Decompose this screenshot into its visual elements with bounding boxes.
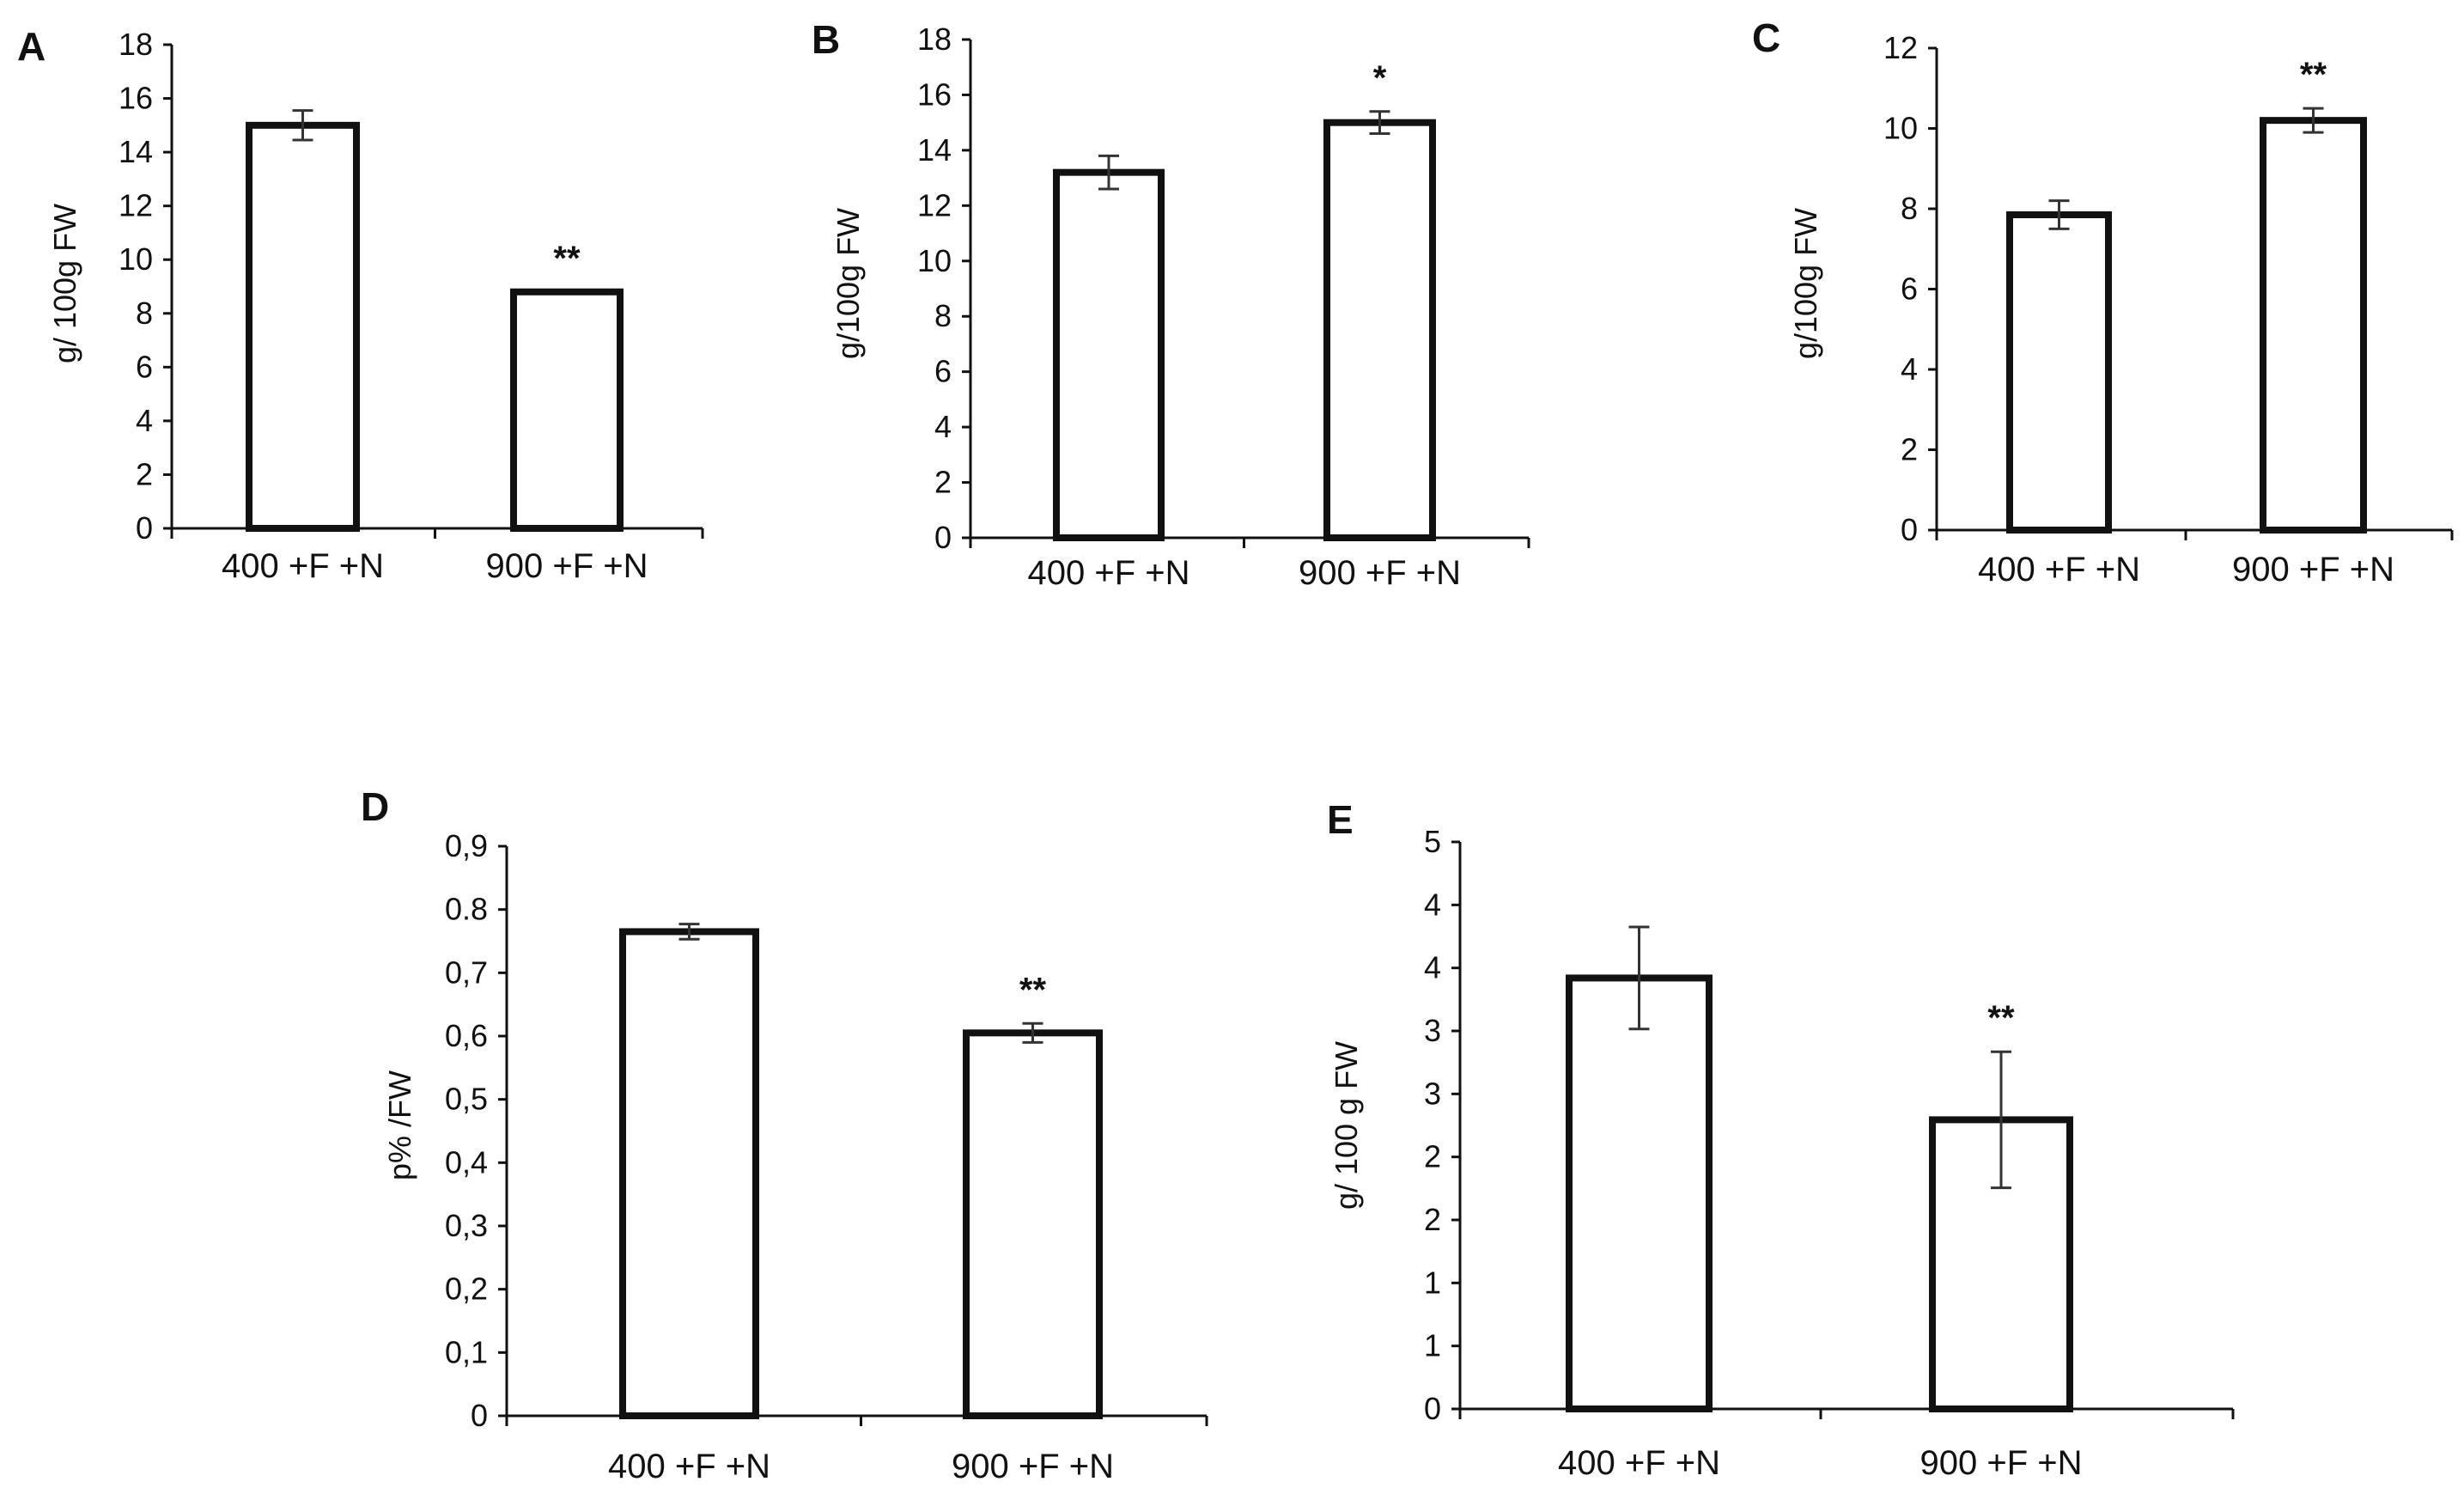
y-tick-label-a: 2 [136,456,153,491]
y-tick-label-e: 4 [1424,887,1441,922]
y-axis-label-e: g/ 100 g FW [1329,1041,1364,1210]
y-tick-label-e: 0 [1424,1391,1441,1426]
y-tick-label-d: 0,2 [445,1271,488,1307]
y-tick-label-a: 14 [119,134,153,169]
category-label-d-1: 400 +F +N [608,1448,770,1485]
y-tick-label-b: 0 [934,520,952,555]
y-axis-label-b: g/100g FW [830,208,866,359]
panel-label-a: A [17,24,46,69]
y-tick-label-d: 0,9 [445,828,488,863]
y-tick-label-c: 2 [1901,432,1918,467]
category-label-c-1: 400 +F +N [1978,551,2140,588]
y-tick-label-d: 0 [471,1398,488,1433]
y-tick-label-d: 0.8 [445,892,488,927]
y-tick-label-b: 6 [934,354,952,389]
y-tick-label-c: 8 [1901,191,1918,226]
bar-e-2 [1929,1116,2073,1413]
y-tick-label-a: 0 [136,510,153,546]
significance-e-2: ** [1987,999,2015,1037]
significance-c-2: ** [2300,56,2327,94]
significance-a-2: ** [553,240,581,277]
y-tick-label-c: 4 [1901,351,1918,387]
y-tick-label-d: 0,4 [445,1144,488,1180]
y-tick-label-d: 0,5 [445,1082,488,1117]
y-tick-label-e: 1 [1424,1328,1441,1363]
y-tick-label-b: 4 [934,409,952,444]
y-tick-label-b: 12 [917,187,952,223]
category-label-c-2: 900 +F +N [2232,551,2394,588]
y-axis-label-c: g/100g FW [1788,208,1823,359]
y-tick-label-b: 10 [917,243,952,278]
y-tick-label-c: 0 [1901,512,1918,547]
bar-e-1 [1566,974,1713,1413]
category-label-b-2: 900 +F +N [1299,554,1461,592]
category-label-e-2: 900 +F +N [1919,1444,2082,1482]
y-tick-label-b: 18 [917,21,952,57]
panel-label-c: C [1752,15,1780,60]
category-label-d-2: 900 +F +N [952,1448,1114,1485]
y-tick-label-b: 8 [934,298,952,333]
y-tick-label-d: 0,1 [445,1334,488,1369]
y-tick-label-e: 3 [1424,1013,1441,1048]
significance-d-2: ** [1019,971,1047,1009]
y-tick-label-c: 6 [1901,271,1918,307]
y-tick-label-b: 14 [917,132,952,168]
significance-b-2: * [1373,59,1387,97]
y-tick-label-b: 16 [917,76,952,112]
y-tick-label-a: 16 [119,81,153,116]
panel-label-e: E [1327,797,1354,842]
bar-b-2 [1323,119,1436,542]
y-tick-label-e: 3 [1424,1076,1441,1111]
bar-c-1 [2006,211,2112,534]
y-tick-label-e: 2 [1424,1202,1441,1237]
y-axis-label-a: g/ 100g FW [47,204,82,363]
y-tick-label-d: 0,7 [445,954,488,990]
y-tick-label-a: 18 [119,27,153,62]
y-tick-label-c: 12 [1883,30,1918,65]
y-tick-label-a: 8 [136,296,153,331]
y-tick-label-b: 2 [934,465,952,500]
y-tick-label-a: 6 [136,349,153,384]
bar-b-1 [1053,168,1165,542]
y-tick-label-e: 1 [1424,1265,1441,1300]
bar-a-2 [510,288,624,532]
y-tick-label-a: 12 [119,188,153,223]
bar-d-1 [619,928,759,1419]
y-tick-label-e: 2 [1424,1139,1441,1174]
bar-c-2 [2260,117,2367,534]
bar-a-1 [246,121,360,532]
category-label-b-1: 400 +F +N [1027,554,1189,592]
y-axis-label-d: p% /FW [382,1070,417,1180]
panel-label-b: B [812,17,840,62]
y-tick-label-a: 10 [119,241,153,277]
bar-d-2 [963,1029,1103,1419]
y-tick-label-e: 4 [1424,950,1441,985]
panel-label-d: D [361,784,389,829]
category-label-a-2: 900 +F +N [485,547,648,585]
y-tick-label-c: 10 [1883,111,1918,146]
y-tick-label-d: 0,6 [445,1018,488,1053]
category-label-a-1: 400 +F +N [222,547,384,585]
y-tick-label-e: 5 [1424,824,1441,859]
y-tick-label-d: 0,3 [445,1208,488,1243]
category-label-e-1: 400 +F +N [1558,1444,1720,1482]
y-tick-label-a: 4 [136,403,153,438]
